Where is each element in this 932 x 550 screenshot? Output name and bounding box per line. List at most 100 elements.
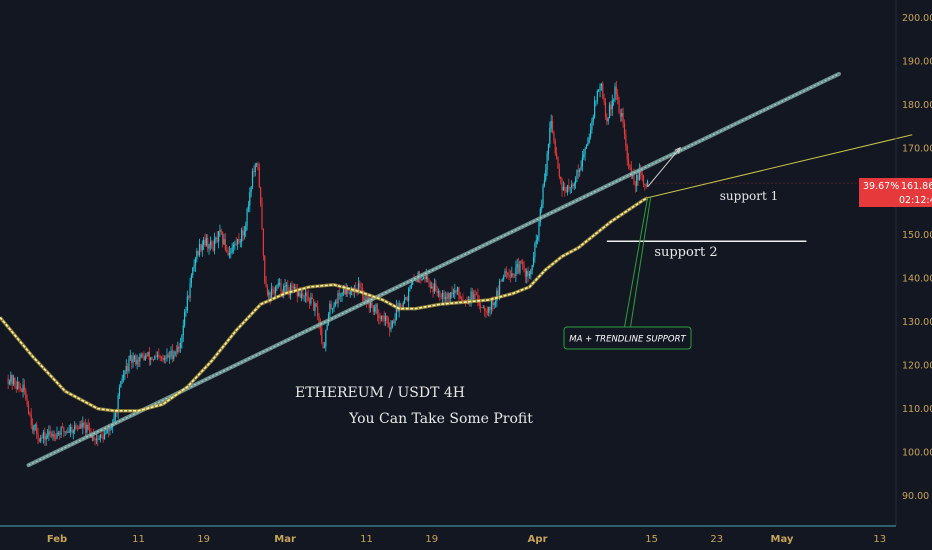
candle-body xyxy=(55,438,57,440)
candle-body xyxy=(565,190,567,193)
candle-body xyxy=(295,286,297,291)
candle xyxy=(345,283,347,298)
candle-body xyxy=(633,174,635,185)
candle-body xyxy=(273,289,275,294)
candle xyxy=(513,273,516,279)
candle-body xyxy=(79,423,81,429)
candle-body xyxy=(452,292,455,294)
callout-box[interactable]: MA + TRENDLINE SUPPORT xyxy=(563,326,692,350)
candle-body xyxy=(627,159,630,165)
support-1-line[interactable] xyxy=(647,134,913,199)
candle-body xyxy=(606,117,608,122)
candle xyxy=(307,289,309,302)
candle xyxy=(298,291,300,297)
plot-area[interactable] xyxy=(0,71,913,468)
candle-body xyxy=(132,358,134,363)
candle xyxy=(186,290,188,314)
candle-body xyxy=(421,279,423,281)
candle-body xyxy=(596,90,598,101)
moving-average-line[interactable] xyxy=(0,197,648,412)
candle xyxy=(57,430,59,436)
candle-body xyxy=(379,317,381,320)
candle-body xyxy=(178,346,180,349)
candle xyxy=(435,279,437,292)
candle-body xyxy=(76,427,78,429)
candle-body xyxy=(341,292,343,296)
candle-body xyxy=(42,432,45,439)
candle-body xyxy=(72,430,74,433)
candle-body xyxy=(198,243,201,255)
candle xyxy=(391,320,393,329)
candle xyxy=(613,98,615,106)
candle xyxy=(249,187,251,213)
candle xyxy=(220,228,222,236)
candle-body xyxy=(80,423,83,428)
candle xyxy=(27,400,30,415)
candle-body xyxy=(45,436,47,440)
candle xyxy=(376,303,379,322)
candle-body xyxy=(451,292,453,294)
candle xyxy=(444,291,446,304)
candle-body xyxy=(34,424,36,426)
candle xyxy=(41,433,43,439)
candle-body xyxy=(265,282,267,287)
price-change-label: 39.67% xyxy=(863,181,899,192)
y-tick-label: 180.00 xyxy=(902,100,932,111)
candle xyxy=(576,169,578,183)
candle xyxy=(265,275,267,288)
candle xyxy=(596,89,598,105)
candle xyxy=(287,280,289,294)
candle xyxy=(349,290,351,298)
candle xyxy=(504,268,506,278)
candle-body xyxy=(201,244,203,251)
candle xyxy=(143,351,145,361)
candle-body xyxy=(573,183,575,187)
candle-body xyxy=(577,170,579,173)
candle xyxy=(634,180,636,193)
candle-body xyxy=(52,434,54,437)
candle-body xyxy=(422,276,425,280)
candle-body xyxy=(67,431,69,433)
price-separator: · xyxy=(893,181,896,192)
candle-body xyxy=(22,384,24,393)
candle-body xyxy=(167,354,169,358)
candle xyxy=(246,207,248,231)
candle xyxy=(55,433,57,442)
candle-body xyxy=(118,387,121,396)
candle-body xyxy=(150,357,152,360)
candle xyxy=(129,349,131,362)
candle-body xyxy=(608,104,611,119)
candle-body xyxy=(435,283,437,292)
candle xyxy=(83,421,85,429)
candle-body xyxy=(308,301,311,304)
candle xyxy=(325,329,327,352)
candle xyxy=(569,187,571,194)
candle xyxy=(303,295,305,302)
candle-body xyxy=(493,303,495,306)
candle-body xyxy=(602,83,604,98)
candle xyxy=(455,289,457,295)
candle-body xyxy=(391,321,393,327)
candle-body xyxy=(179,342,182,349)
candle-body xyxy=(509,276,512,278)
candle xyxy=(431,281,433,289)
candle xyxy=(276,284,278,291)
candle-body xyxy=(460,298,463,300)
candle xyxy=(98,435,100,441)
candle-body xyxy=(321,328,323,343)
candle-body xyxy=(235,243,237,245)
candle-body xyxy=(625,134,627,146)
candle xyxy=(490,298,493,315)
candle-body xyxy=(38,438,40,442)
time-axis[interactable]: Feb1119Mar1119Apr1523May1321 xyxy=(47,534,932,545)
candle xyxy=(380,315,383,322)
candle xyxy=(509,270,512,283)
projection-arrow-line xyxy=(647,147,681,188)
candle-body xyxy=(504,271,506,277)
candle xyxy=(433,278,436,294)
candle-body xyxy=(215,237,217,239)
candle xyxy=(245,221,247,237)
candle xyxy=(223,233,225,246)
candle-body xyxy=(359,283,361,288)
